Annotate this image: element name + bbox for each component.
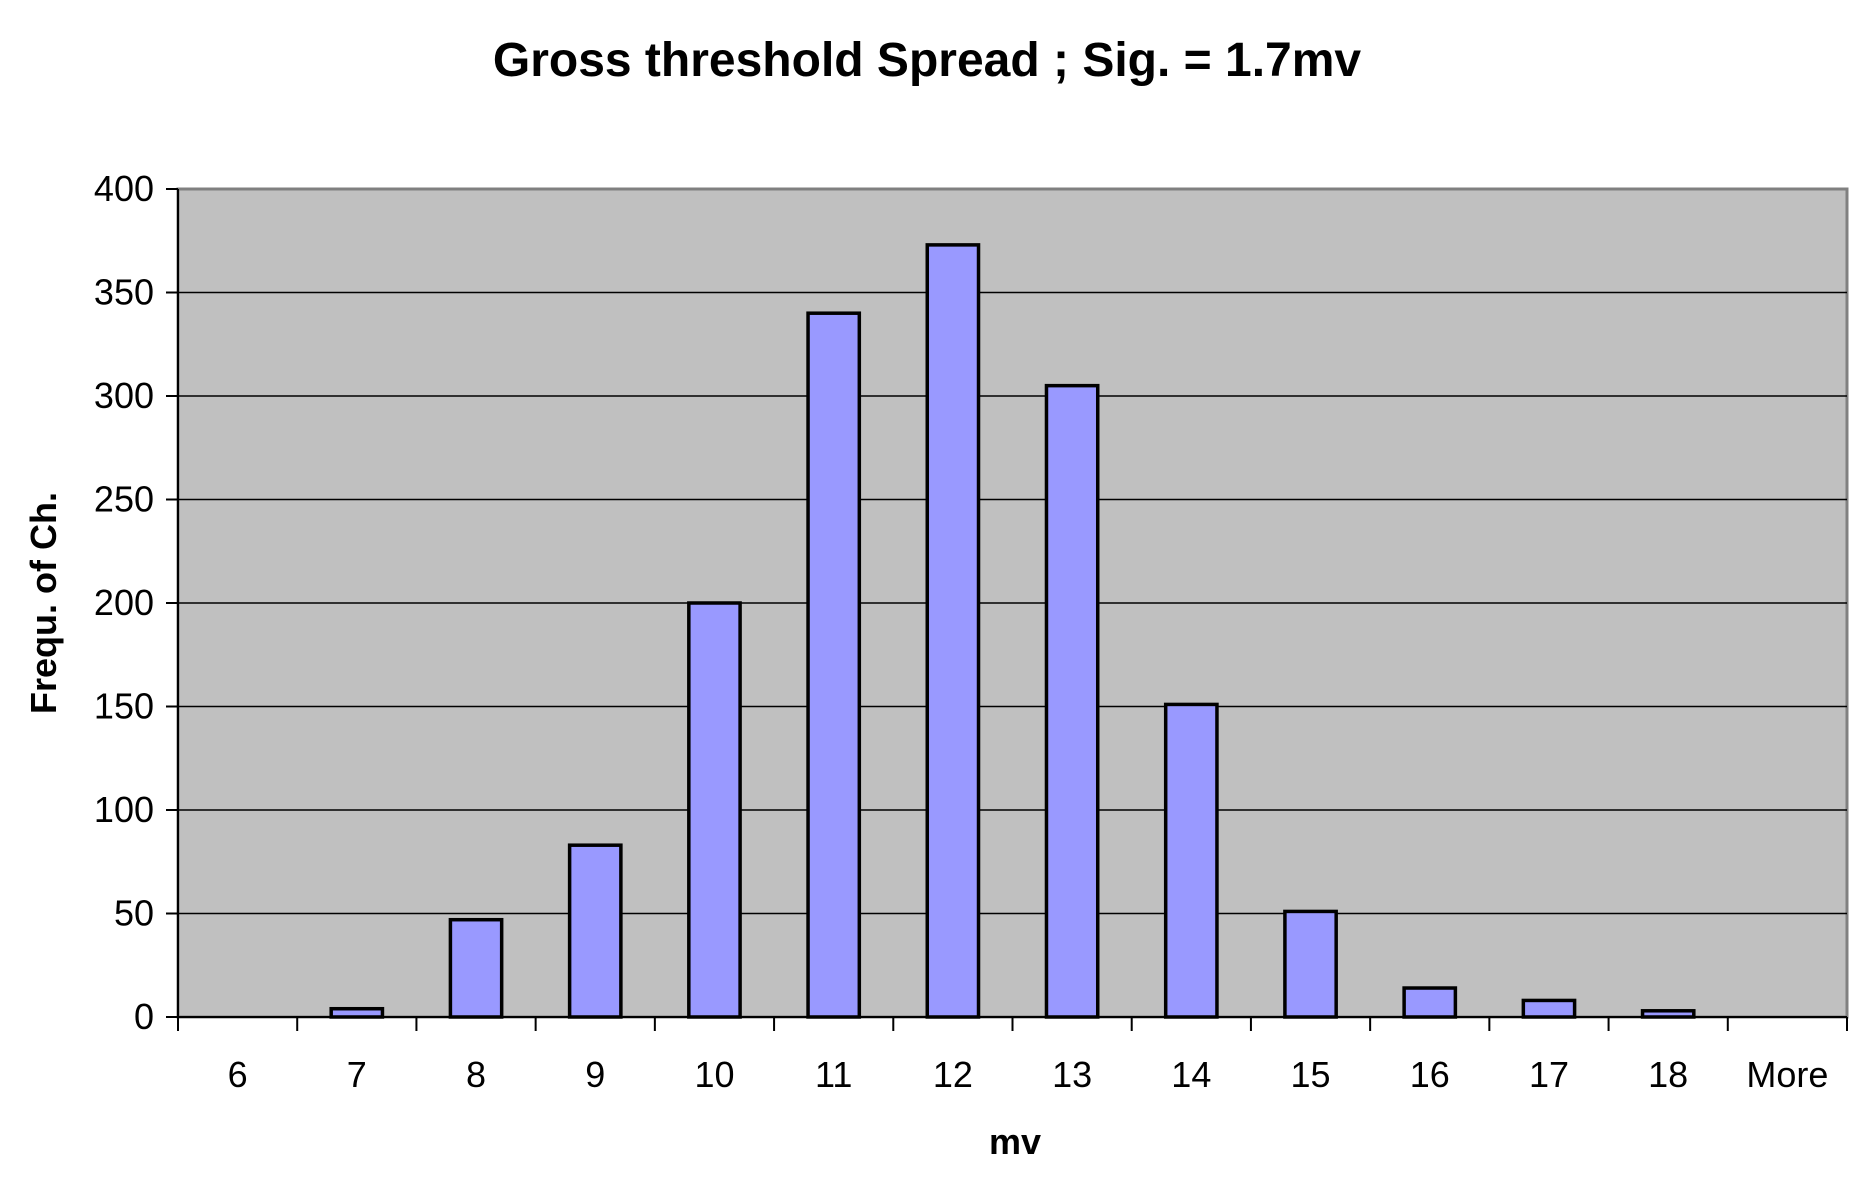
x-tick-label: 13 bbox=[1052, 1054, 1092, 1095]
x-tick-label: 17 bbox=[1529, 1054, 1569, 1095]
y-tick-label: 200 bbox=[94, 582, 154, 623]
x-tick-label: 12 bbox=[933, 1054, 973, 1095]
x-tick-label: 7 bbox=[347, 1054, 367, 1095]
bar bbox=[329, 1006, 385, 1019]
x-tick-label: 9 bbox=[585, 1054, 605, 1095]
x-tick-labels: 6 7 8 9 10 11 12 13 14 15 16 17 18 More bbox=[228, 1054, 1829, 1095]
y-tick-label: 250 bbox=[94, 479, 154, 520]
bar bbox=[687, 601, 742, 1019]
axes bbox=[166, 188, 1848, 1031]
x-axis-title: mv bbox=[989, 1121, 1041, 1162]
bar bbox=[1044, 383, 1100, 1019]
x-tick-label: 15 bbox=[1291, 1054, 1331, 1095]
bar bbox=[567, 843, 623, 1019]
bar bbox=[1283, 909, 1338, 1019]
x-tick-label: 11 bbox=[815, 1054, 852, 1095]
y-tick-label: 150 bbox=[94, 686, 154, 727]
bar bbox=[806, 311, 862, 1019]
y-tick-label: 300 bbox=[94, 375, 154, 416]
x-tick-label: 16 bbox=[1410, 1054, 1450, 1095]
bar bbox=[1402, 986, 1458, 1019]
y-tick-label: 0 bbox=[134, 996, 154, 1037]
bar bbox=[448, 917, 504, 1019]
x-tick-label: 6 bbox=[228, 1054, 248, 1095]
x-tick-label: 8 bbox=[466, 1054, 486, 1095]
y-tick-label: 400 bbox=[94, 168, 154, 209]
x-tick-label: 18 bbox=[1648, 1054, 1688, 1095]
gridlines bbox=[178, 291, 1847, 915]
y-axis-title: Frequ. of Ch. bbox=[23, 492, 64, 714]
y-tick-label: 50 bbox=[114, 893, 154, 934]
x-tick-label: 14 bbox=[1171, 1054, 1211, 1095]
bar bbox=[1521, 998, 1577, 1019]
bar bbox=[1163, 702, 1219, 1019]
y-tick-label: 350 bbox=[94, 272, 154, 313]
chart-title: Gross threshold Spread ; Sig. = 1.7mv bbox=[493, 34, 1362, 87]
bar bbox=[925, 243, 981, 1019]
x-tick-label: More bbox=[1746, 1054, 1828, 1095]
y-tick-labels: 0 50 100 150 200 250 300 350 400 bbox=[94, 168, 154, 1037]
y-tick-label: 100 bbox=[94, 789, 154, 830]
x-tick-label: 10 bbox=[694, 1054, 734, 1095]
